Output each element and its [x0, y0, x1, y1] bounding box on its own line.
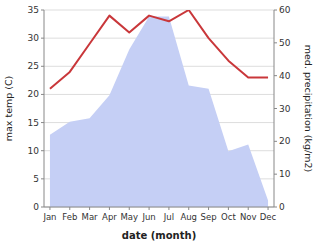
x-tick [109, 207, 110, 210]
y-tick [41, 150, 44, 151]
x-tick [168, 207, 169, 210]
x-tick-label: Jul [163, 212, 174, 222]
y-tick-label: 15 [28, 118, 39, 128]
y2-tick [274, 174, 277, 175]
y-tick-label: 0 [33, 202, 39, 212]
temp-line [50, 10, 268, 89]
y2-tick-label: 0 [279, 202, 285, 212]
x-tick [149, 207, 150, 210]
x-tick [89, 207, 90, 210]
grid-line [44, 10, 274, 11]
y-tick-label: 25 [28, 61, 39, 71]
x-tick-label: Feb [62, 212, 77, 222]
x-axis-title: date (month) [122, 230, 196, 241]
y-tick-label: 10 [28, 146, 40, 156]
grid [44, 10, 274, 207]
y-tick [41, 10, 44, 11]
x-tick [129, 207, 130, 210]
x-tick-label: Nov [240, 212, 257, 222]
y-tick [41, 207, 44, 208]
x-tick-label: Dec [260, 212, 277, 222]
x-tick-label: Jan [42, 212, 56, 222]
grid-line [44, 207, 274, 208]
marks [50, 10, 268, 207]
y2-tick [274, 207, 277, 208]
x-tick-label: Apr [102, 212, 117, 222]
y2-axis-title: med. precipitation (kg/m2) [303, 45, 314, 172]
y-tick [41, 94, 44, 95]
y2-tick-label: 40 [279, 71, 291, 81]
y2-tick-label: 30 [279, 104, 291, 114]
y2-tick-label: 20 [279, 136, 291, 146]
y-axis-line [44, 10, 45, 207]
y-tick-label: 20 [28, 89, 40, 99]
x-tick [228, 207, 229, 210]
chart: 0 5 10 15 20 25 30 35 0 10 20 30 40 50 60 Jan Feb MarAprM… [0, 0, 318, 247]
x-tick [49, 207, 50, 210]
y2-tick [274, 42, 277, 43]
y2-tick [274, 141, 277, 142]
y-tick [41, 178, 44, 179]
x-tick [208, 207, 209, 210]
x-tick-label: May [120, 212, 138, 222]
x-tick [69, 207, 70, 210]
y-tick-label: 5 [33, 174, 39, 184]
y2-tick [274, 10, 277, 11]
y-tick [41, 122, 44, 123]
x-tick-label: Sep [201, 212, 217, 222]
x-tick-label: Oct [221, 212, 236, 222]
y2-tick-label: 50 [279, 38, 291, 48]
x-tick-label: Mar [82, 212, 99, 222]
x-tick [188, 207, 189, 210]
y-tick [41, 66, 44, 67]
y2-tick [274, 75, 277, 76]
precip-area [50, 17, 268, 207]
y-tick [41, 38, 44, 39]
x-axis-line [44, 207, 274, 208]
y2-tick [274, 108, 277, 109]
x-tick [268, 207, 269, 210]
y-axis-title: max temp (C) [3, 76, 14, 142]
axes: 0 5 10 15 20 25 30 35 0 10 20 30 40 50 60 Jan Feb MarAprM… [28, 5, 291, 222]
y2-tick-label: 60 [279, 5, 291, 15]
x-tick-label: Jun [141, 212, 155, 222]
y-tick-label: 30 [28, 33, 40, 43]
x-tick [248, 207, 249, 210]
y-tick-label: 35 [28, 5, 39, 15]
x-tick-label: Aug [180, 212, 197, 222]
y2-tick-label: 10 [279, 169, 291, 179]
